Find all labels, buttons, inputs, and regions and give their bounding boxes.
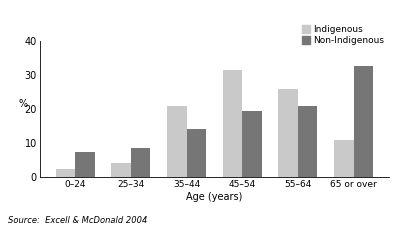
Bar (242, 111, 262, 177)
Legend: Indigenous, Non-Indigenous: Indigenous, Non-Indigenous (302, 25, 385, 45)
Bar (354, 66, 373, 177)
Text: Source:  Excell & McDonald 2004: Source: Excell & McDonald 2004 (8, 216, 147, 225)
X-axis label: Age (years): Age (years) (186, 192, 243, 202)
Bar (278, 89, 298, 177)
Bar (75, 152, 94, 177)
Bar (131, 148, 150, 177)
Bar (56, 168, 75, 177)
Y-axis label: %: % (19, 99, 28, 109)
Bar (167, 106, 187, 177)
Bar (223, 70, 242, 177)
Bar (298, 106, 318, 177)
Bar (187, 129, 206, 177)
Bar (111, 163, 131, 177)
Bar (334, 140, 354, 177)
